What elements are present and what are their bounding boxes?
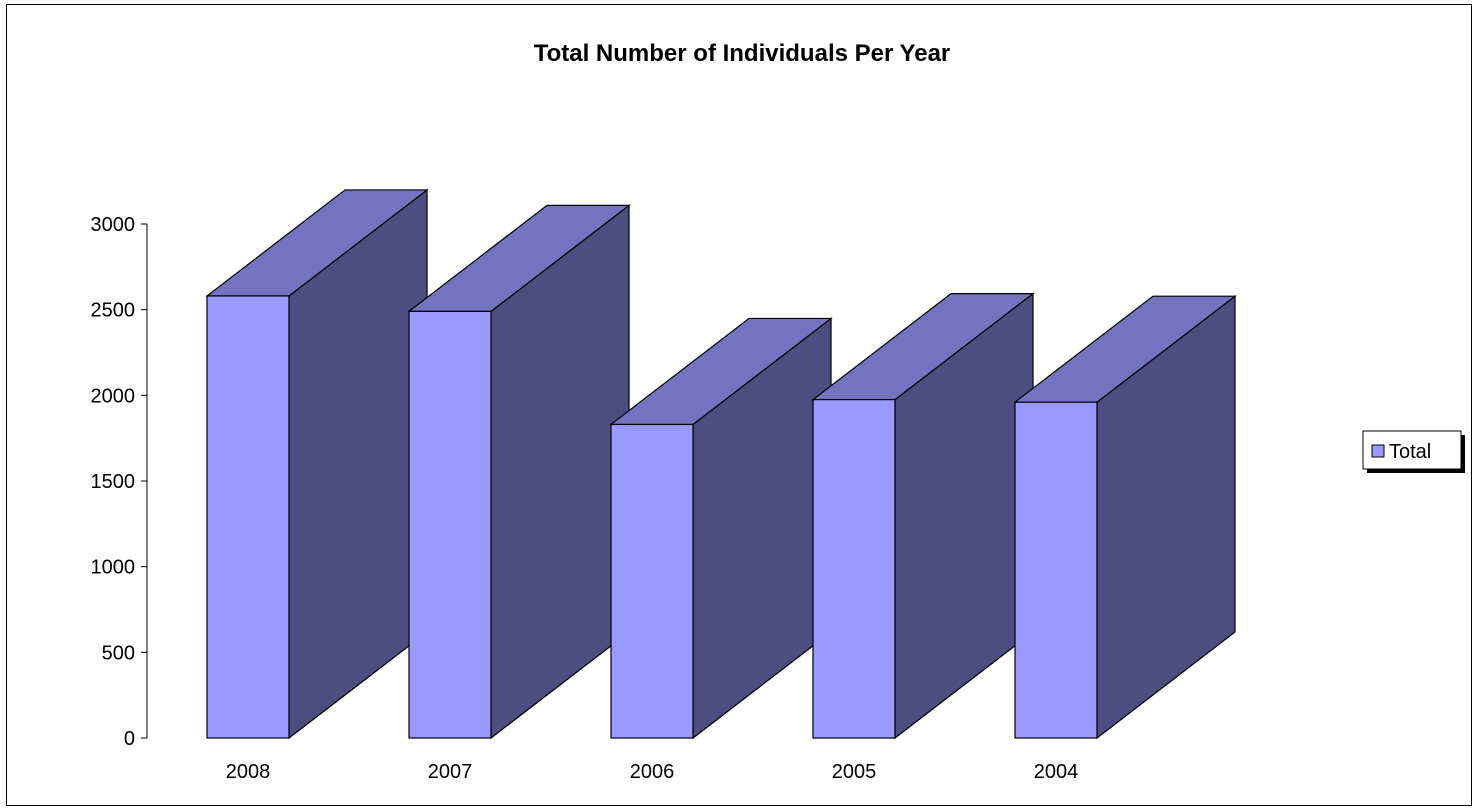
bars: [205, 188, 1237, 740]
bar-2007: [407, 204, 631, 740]
x-tick-label: 2006: [630, 761, 675, 783]
bar-front: [812, 399, 896, 739]
bar-front: [408, 310, 492, 739]
x-tick-label: 2007: [428, 761, 473, 783]
bar-2004: [1013, 294, 1237, 740]
x-tick-label: 2005: [832, 761, 877, 783]
y-tick-label: 500: [102, 642, 135, 664]
chart-title: Total Number of Individuals Per Year: [534, 40, 951, 67]
chart-frame: Total Number of Individuals Per Year 0 50…: [6, 4, 1472, 806]
y-tick-label: 2000: [91, 385, 136, 407]
y-tick-label: 1000: [91, 557, 136, 579]
x-tick-label: 2008: [226, 761, 271, 783]
bar-front: [1014, 401, 1098, 739]
legend-label: Total: [1389, 441, 1431, 463]
bar-front: [610, 423, 694, 739]
x-axis: 2008 2007 2006 2005 2004: [226, 761, 1079, 783]
legend: Total: [1362, 430, 1465, 473]
y-axis: 0 500 1000 1500 2000 2500 3000: [91, 214, 148, 750]
x-tick-label: 2004: [1034, 761, 1079, 783]
bar-2006: [609, 317, 833, 740]
bar-chart: Total Number of Individuals Per Year 0 50…: [91, 40, 1465, 783]
y-tick-label: 3000: [91, 214, 136, 236]
bar-front: [206, 295, 290, 739]
y-tick-label: 1500: [91, 471, 136, 493]
y-tick-label: 2500: [91, 300, 136, 322]
bar-2005: [811, 292, 1035, 740]
bar-2008: [205, 188, 429, 740]
legend-swatch: [1371, 444, 1385, 458]
y-tick-label: 0: [124, 728, 135, 750]
